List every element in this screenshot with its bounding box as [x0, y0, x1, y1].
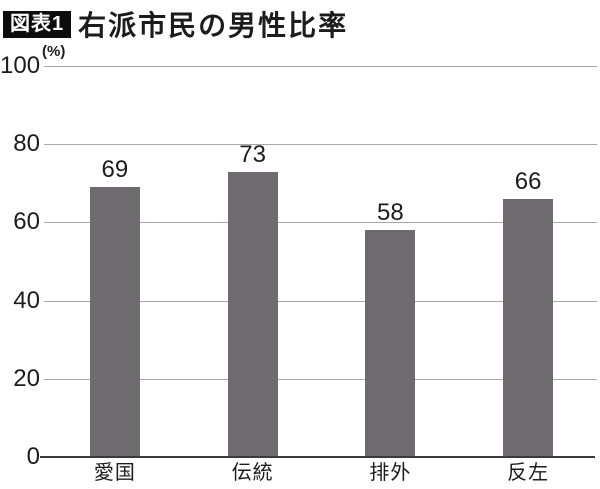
bar-group: 66 反左	[459, 66, 597, 484]
y-tick-label: 40	[13, 287, 40, 314]
gridline	[44, 222, 597, 223]
bar-value-label: 73	[239, 141, 266, 168]
chart-header: 図表1 右派市民の男性比率	[3, 4, 348, 44]
figure-number-badge: 図表1	[3, 10, 72, 38]
y-tick-label: 20	[13, 365, 40, 392]
bar-value-label: 58	[377, 199, 404, 226]
gridline	[44, 379, 597, 380]
x-category-label: 反左	[507, 462, 550, 484]
gridline	[44, 301, 597, 302]
gridline	[44, 66, 597, 67]
x-category-label: 伝統	[231, 462, 274, 484]
bar	[89, 187, 140, 457]
bar	[365, 230, 416, 457]
bar-group: 58 排外	[322, 66, 460, 484]
y-tick-label: 0	[26, 443, 40, 470]
bar-value-label: 69	[101, 156, 129, 183]
y-tick-label: 60	[13, 208, 40, 235]
y-axis-unit-label: (%)	[42, 43, 66, 60]
plot-area: 69 愛国 73 伝統 58 排外 66 反左	[46, 66, 597, 484]
chart-title: 右派市民の男性比率	[78, 10, 349, 41]
bar	[227, 172, 278, 457]
bar-group: 69 愛国	[46, 66, 184, 484]
x-axis-line	[40, 456, 595, 458]
x-category-label: 愛国	[93, 462, 136, 484]
bar-group: 73 伝統	[184, 66, 322, 484]
bar	[503, 199, 554, 457]
y-tick-label: 100	[0, 52, 41, 79]
bar-value-label: 66	[514, 168, 542, 195]
x-category-label: 排外	[369, 462, 412, 484]
y-tick-label: 80	[13, 130, 40, 157]
gridline	[44, 144, 597, 145]
